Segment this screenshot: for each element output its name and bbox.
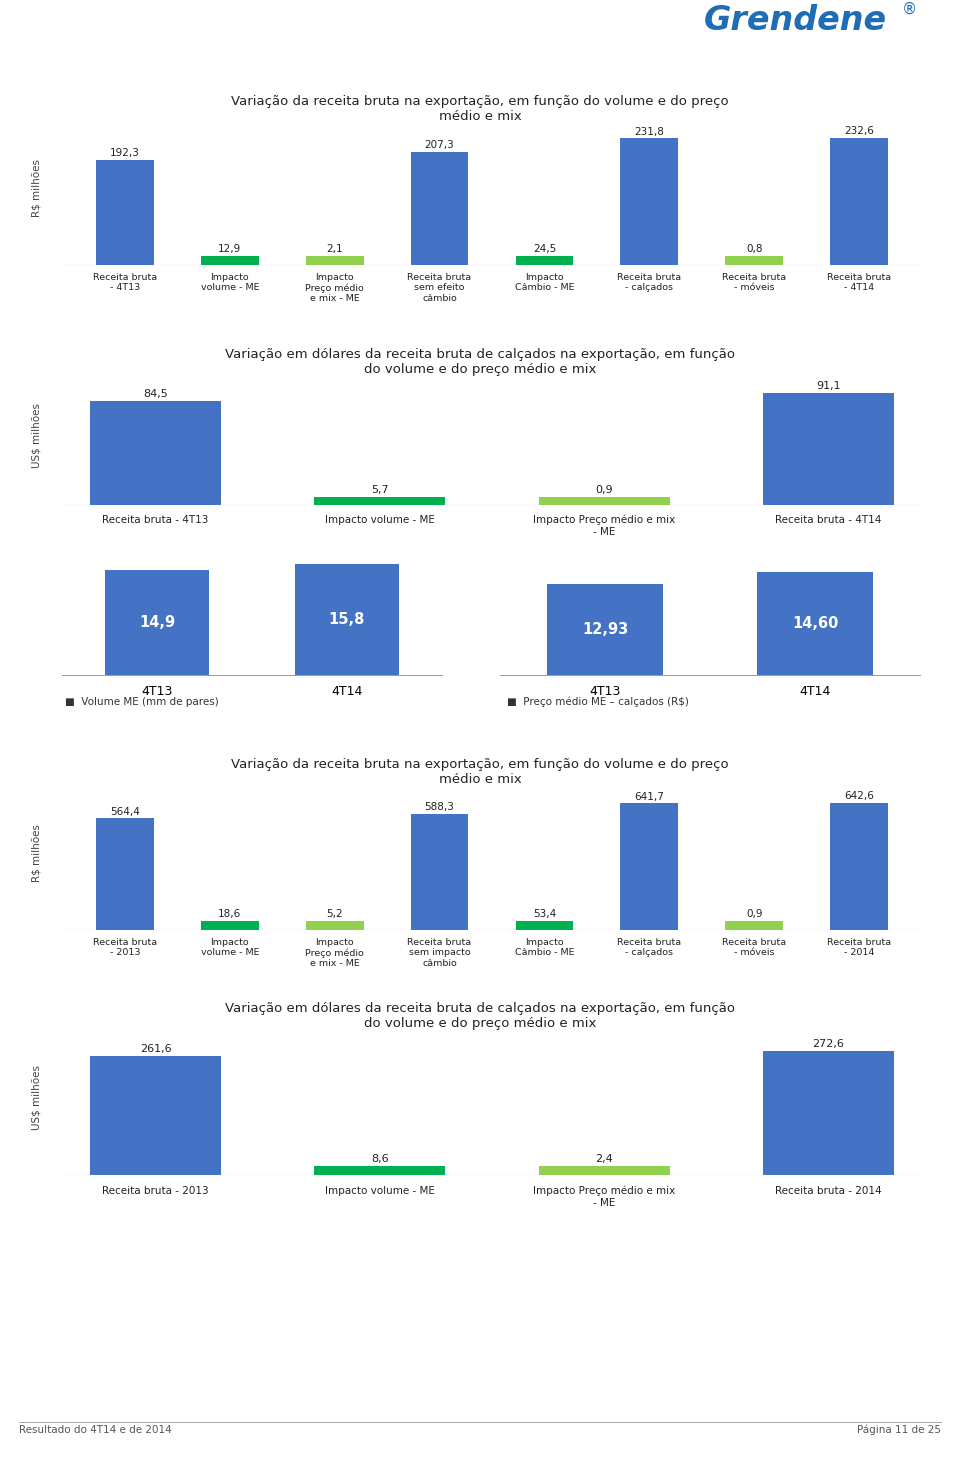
- Text: Grendene: Grendene: [704, 4, 887, 37]
- Bar: [726, 920, 783, 931]
- Bar: [295, 564, 399, 675]
- Text: Receita bruta
- calçados: Receita bruta - calçados: [617, 273, 682, 292]
- Text: Impacto volume - ME: Impacto volume - ME: [324, 1186, 435, 1197]
- Bar: [547, 584, 662, 675]
- Text: Variação em dólares da receita bruta de calçados na exportação, em função
do vol: Variação em dólares da receita bruta de …: [225, 1002, 735, 1030]
- Text: Receita bruta - 4T14: Receita bruta - 4T14: [776, 514, 881, 524]
- Text: Resultado do 4T14 e de 2014: Resultado do 4T14 e de 2014: [19, 1424, 172, 1435]
- Text: Impacto Preço médio e mix
- ME: Impacto Preço médio e mix - ME: [533, 514, 675, 536]
- Text: Impacto
Preço médio
e mix - ME: Impacto Preço médio e mix - ME: [305, 273, 364, 302]
- Bar: [105, 570, 209, 675]
- Text: Impacto
volume - ME: Impacto volume - ME: [201, 273, 259, 292]
- Text: 18,6: 18,6: [218, 909, 241, 919]
- Text: 192,3: 192,3: [110, 149, 140, 158]
- Bar: [90, 1056, 221, 1175]
- Text: Receita bruta
sem efeito
câmbio: Receita bruta sem efeito câmbio: [407, 273, 471, 302]
- Bar: [306, 256, 364, 264]
- Text: 8,6: 8,6: [371, 1154, 389, 1164]
- Bar: [539, 1166, 670, 1175]
- Text: Receita bruta
- móveis: Receita bruta - móveis: [722, 273, 786, 292]
- Text: Receita bruta
- 4T13: Receita bruta - 4T13: [93, 273, 157, 292]
- Text: 5,7: 5,7: [371, 485, 389, 495]
- Text: 91,1: 91,1: [816, 381, 841, 392]
- Text: Impacto volume - ME: Impacto volume - ME: [324, 514, 435, 524]
- Bar: [757, 573, 873, 675]
- Text: 261,6: 261,6: [139, 1043, 171, 1053]
- Bar: [516, 256, 573, 264]
- Bar: [830, 804, 888, 931]
- Text: Impacto
Câmbio - ME: Impacto Câmbio - ME: [515, 273, 574, 292]
- Text: Variação da receita bruta na exportação, em função do volume e do preço
médio e : Variação da receita bruta na exportação,…: [231, 95, 729, 123]
- Text: 564,4: 564,4: [110, 806, 140, 817]
- Text: 14,60: 14,60: [792, 617, 838, 631]
- Text: 0,8: 0,8: [746, 244, 762, 254]
- Text: Receita bruta
- 4T14: Receita bruta - 4T14: [827, 273, 891, 292]
- Text: 231,8: 231,8: [635, 127, 664, 137]
- Bar: [96, 818, 154, 931]
- Text: 53,4: 53,4: [533, 909, 556, 919]
- Bar: [763, 393, 894, 506]
- Text: Receita bruta
- 2013: Receita bruta - 2013: [93, 938, 157, 957]
- Text: 2,1: 2,1: [326, 244, 343, 254]
- Text: 84,5: 84,5: [143, 389, 168, 399]
- Text: US$ milhões: US$ milhões: [32, 1065, 41, 1131]
- Text: 207,3: 207,3: [424, 140, 454, 150]
- Text: Receita bruta
- 2014: Receita bruta - 2014: [827, 938, 891, 957]
- Bar: [830, 137, 888, 264]
- Text: 2,4: 2,4: [595, 1154, 613, 1164]
- Bar: [201, 920, 258, 931]
- Text: 15,8: 15,8: [329, 612, 365, 627]
- Text: Impacto
Preço médio
e mix - ME: Impacto Preço médio e mix - ME: [305, 938, 364, 969]
- Text: Variação em dólares da receita bruta de calçados na exportação, em função
do vol: Variação em dólares da receita bruta de …: [225, 348, 735, 375]
- Text: ®: ®: [902, 1, 917, 16]
- Text: Receita bruta
- móveis: Receita bruta - móveis: [722, 938, 786, 957]
- Text: 272,6: 272,6: [812, 1039, 845, 1049]
- Text: 24,5: 24,5: [533, 244, 556, 254]
- Text: R$ milhões: R$ milhões: [32, 159, 41, 218]
- Text: Impacto
volume - ME: Impacto volume - ME: [201, 938, 259, 957]
- Text: Receita bruta
- calçados: Receita bruta - calçados: [617, 938, 682, 957]
- Text: 588,3: 588,3: [424, 802, 454, 812]
- Text: Receita bruta - 2013: Receita bruta - 2013: [102, 1186, 208, 1197]
- Bar: [96, 159, 154, 264]
- Text: Variação da receita bruta na exportação, em função do volume e do preço
médio e : Variação da receita bruta na exportação,…: [231, 758, 729, 786]
- Text: 14,9: 14,9: [139, 615, 175, 630]
- Bar: [763, 1050, 894, 1175]
- Bar: [620, 804, 678, 931]
- Text: Receita bruta - 2014: Receita bruta - 2014: [776, 1186, 882, 1197]
- Bar: [314, 497, 445, 506]
- Text: R$ milhões: R$ milhões: [32, 824, 41, 882]
- Text: Receita bruta
sem impacto
câmbio: Receita bruta sem impacto câmbio: [407, 938, 471, 967]
- Bar: [411, 152, 468, 264]
- Text: 642,6: 642,6: [844, 792, 874, 801]
- Text: 12,9: 12,9: [218, 244, 241, 254]
- Text: 0,9: 0,9: [595, 485, 613, 495]
- Text: 12,93: 12,93: [582, 622, 628, 637]
- Text: 5,2: 5,2: [326, 909, 343, 919]
- Text: 0,9: 0,9: [746, 909, 762, 919]
- Text: US$ milhões: US$ milhões: [32, 402, 41, 468]
- Bar: [201, 256, 258, 264]
- Bar: [314, 1166, 445, 1175]
- Text: Impacto
Câmbio - ME: Impacto Câmbio - ME: [515, 938, 574, 957]
- Bar: [516, 920, 573, 931]
- Bar: [620, 139, 678, 264]
- Bar: [90, 402, 221, 506]
- Text: 232,6: 232,6: [844, 126, 874, 136]
- Text: Página 11 de 25: Página 11 de 25: [856, 1424, 941, 1435]
- Bar: [539, 497, 670, 506]
- Text: ■  Volume ME (mm de pares): ■ Volume ME (mm de pares): [65, 697, 219, 707]
- Bar: [306, 920, 364, 931]
- Text: Receita bruta - 4T13: Receita bruta - 4T13: [103, 514, 208, 524]
- Bar: [411, 814, 468, 931]
- Text: ■  Preço médio ME – calçados (R$): ■ Preço médio ME – calçados (R$): [507, 697, 688, 707]
- Bar: [726, 256, 783, 264]
- Text: Impacto Preço médio e mix
- ME: Impacto Preço médio e mix - ME: [533, 1186, 675, 1208]
- Text: 641,7: 641,7: [635, 792, 664, 802]
